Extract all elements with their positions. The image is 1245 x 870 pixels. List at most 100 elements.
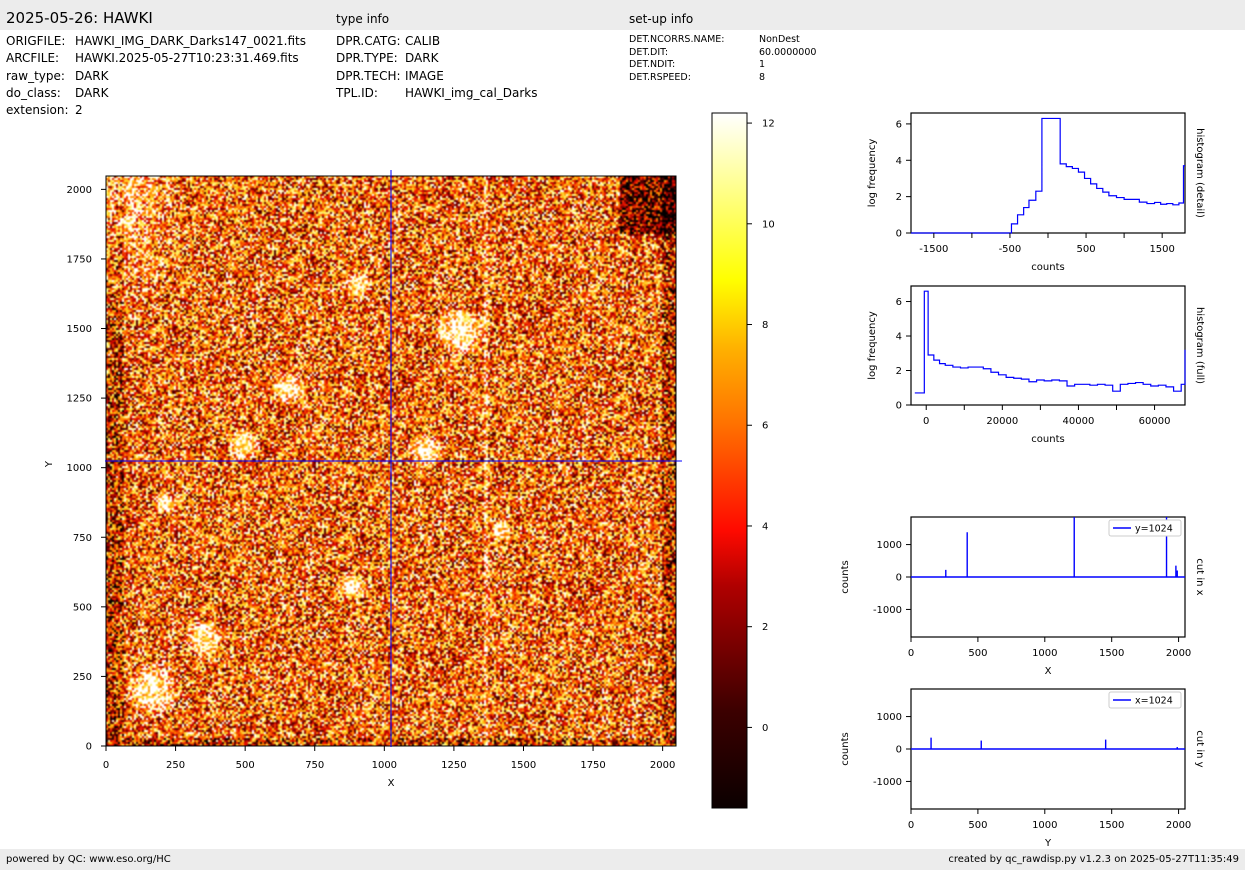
x-tick-label: 2000 — [1166, 648, 1191, 659]
file-info-row: ARCFILE: HAWKI.2025-05-27T10:23:31.469.fi… — [6, 51, 306, 68]
legend-box — [1108, 519, 1182, 537]
type-info-row: DPR.TECH: IMAGE — [336, 69, 538, 86]
file-info-value: DARK — [75, 68, 109, 83]
y-axis-label: Y — [44, 460, 55, 468]
y-tick-label: -1000 — [873, 605, 902, 616]
y-tick-label: 1250 — [67, 394, 92, 405]
y-tick-label: 0 — [86, 742, 92, 753]
file-info-key: do_class: — [6, 85, 61, 100]
x-tick-label: 250 — [166, 760, 185, 771]
x-tick-label: 2000 — [1166, 820, 1191, 831]
y-tick-label: -1000 — [873, 777, 902, 788]
y-tick-label: 4 — [896, 156, 902, 167]
plot-frame — [910, 285, 1186, 406]
x-axis-label: counts — [1031, 262, 1064, 273]
type-info-heading: type info — [336, 12, 390, 26]
y-tick-label: 0 — [896, 229, 902, 240]
legend-label: x=1024 — [1135, 696, 1173, 707]
y-axis-label: log frequency — [867, 139, 878, 208]
header-bar — [0, 0, 1245, 30]
plot-frame — [910, 112, 1186, 234]
x-tick-label: 60000 — [1139, 416, 1171, 427]
y-tick-label: 6 — [896, 119, 902, 130]
type-info-key: DPR.CATG: — [336, 34, 401, 48]
file-info-value: DARK — [75, 85, 109, 100]
y-tick-label: 1500 — [67, 324, 92, 335]
x-tick-label: 1750 — [580, 760, 605, 771]
y-tick-label: 2000 — [67, 185, 92, 196]
panel-side-label: cut in x — [1194, 558, 1205, 595]
y-tick-label: 2 — [896, 192, 902, 203]
x-tick-label: 500 — [236, 760, 255, 771]
setup-info-key: DET.NDIT: — [629, 59, 676, 70]
type-info-value: DARK — [405, 51, 439, 66]
setup-info-block: DET.NCORRS.NAME: NonDest DET.DIT: 60.00000… — [629, 34, 816, 84]
y-tick-label: 0 — [896, 745, 902, 756]
histogram-line — [911, 117, 1185, 234]
x-tick-label: 1000 — [1032, 820, 1057, 831]
page-title: 2025-05-26: HAWKI — [6, 9, 153, 27]
colorbar-tick-label: 2 — [762, 622, 768, 633]
colorbar-ticks: 0 2 4 6 8 10 12 — [747, 119, 775, 734]
y-axis-label: counts — [840, 560, 851, 593]
y-tick-label: 500 — [73, 602, 92, 613]
type-info-block: DPR.CATG: CALIB DPR.TYPE: DARK DPR.TECH: IM… — [336, 34, 538, 103]
file-info-row: extension: 2 — [6, 103, 306, 120]
x-tick-label: 0 — [908, 820, 914, 831]
x-tick-label: 40000 — [1063, 416, 1095, 427]
x-tick-label: 0 — [908, 648, 914, 659]
footer-right: created by qc_rawdisp.py v1.2.3 on 2025-… — [948, 854, 1239, 865]
setup-info-value: NonDest — [759, 34, 800, 45]
setup-info-key: DET.DIT: — [629, 46, 669, 58]
y-tick-label: 2 — [896, 366, 902, 377]
x-tick-label: 1000 — [372, 760, 397, 771]
y-axis-label: counts — [840, 732, 851, 765]
file-info-row: ORIGFILE: HAWKI_IMG_DARK_Darks147_0021.fi… — [6, 34, 306, 51]
y-tick-label: 1000 — [877, 540, 902, 551]
setup-info-key: DET.NCORRS.NAME: — [629, 34, 725, 45]
x-tick-label: 1500 — [1149, 244, 1174, 255]
x-tick-label: 0 — [923, 416, 929, 427]
y-tick-label: 1000 — [877, 712, 902, 723]
panel-side-label: cut in y — [1194, 730, 1205, 767]
x-tick-label: -1500 — [919, 244, 948, 255]
x-axis-label: X — [388, 778, 395, 789]
x-tick-label: 750 — [305, 760, 324, 771]
type-info-value: IMAGE — [405, 68, 444, 83]
footer-bar — [0, 849, 1245, 870]
panel-side-label: histogram (full) — [1194, 307, 1205, 384]
histogram-line — [914, 290, 1186, 394]
y-tick-label: 1750 — [67, 254, 92, 265]
type-info-key: DPR.TECH: — [336, 68, 401, 83]
file-info-value: HAWKI_IMG_DARK_Darks147_0021.fits — [75, 34, 306, 48]
colorbar-tick-label: 4 — [762, 521, 768, 532]
y-tick-label: 4 — [896, 332, 902, 343]
y-tick-label: 0 — [896, 573, 902, 584]
file-info-value: HAWKI.2025-05-27T10:23:31.469.fits — [75, 51, 299, 66]
type-info-value: CALIB — [405, 34, 441, 48]
legend-label: y=1024 — [1135, 524, 1173, 535]
x-tick-label: 1500 — [511, 760, 536, 771]
type-info-key: DPR.TYPE: — [336, 51, 398, 66]
file-info-row: raw_type: DARK — [6, 69, 306, 86]
type-info-key: TPL.ID: — [336, 85, 378, 100]
file-info-row: do_class: DARK — [6, 86, 306, 103]
file-info-block: ORIGFILE: HAWKI_IMG_DARK_Darks147_0021.fi… — [6, 34, 306, 120]
x-tick-label: 20000 — [986, 416, 1018, 427]
setup-info-heading: set-up info — [629, 12, 694, 26]
legend-box — [1108, 691, 1182, 709]
colorbar — [711, 112, 748, 809]
x-tick-label: 500 — [1077, 244, 1096, 255]
colorbar-tick-label: 6 — [762, 421, 768, 432]
setup-info-value: 8 — [759, 71, 766, 83]
panel-side-label: histogram (detail) — [1194, 128, 1205, 218]
file-info-key: ORIGFILE: — [6, 34, 66, 48]
type-info-row: DPR.TYPE: DARK — [336, 51, 538, 68]
setup-info-row: DET.NDIT: 1 — [629, 59, 816, 72]
x-tick-label: 1500 — [1099, 648, 1124, 659]
x-axis-label: X — [1045, 666, 1052, 677]
x-tick-label: 1250 — [441, 760, 466, 771]
y-axis-label: log frequency — [867, 311, 878, 380]
